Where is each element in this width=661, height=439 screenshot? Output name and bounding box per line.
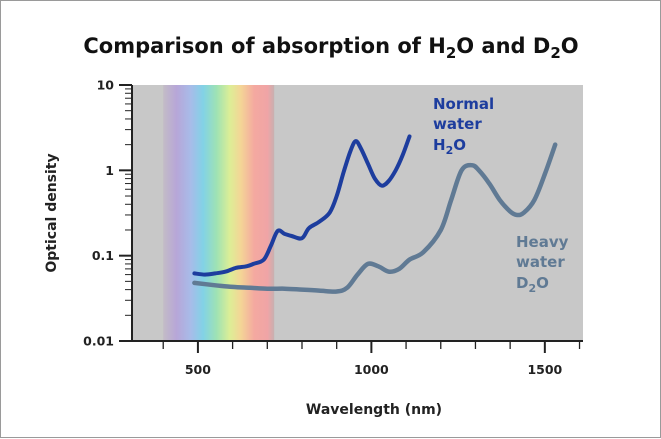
chart-title: Comparison of absorption of H2O and D2O xyxy=(83,34,578,62)
x-tick-label: 1500 xyxy=(527,362,562,377)
x-axis-ticks: 500 1000 1500 xyxy=(162,341,581,377)
legend-d2o-formula: D2O xyxy=(516,274,549,295)
legend-normal-water-h2o: Normal water H2O xyxy=(433,95,494,157)
legend-d2o-line-2: water xyxy=(516,253,565,271)
y-axis-ticks: 10 1 0.1 0.01 xyxy=(83,78,132,349)
legend-h2o-line-1: Normal xyxy=(433,95,494,113)
legend-d2o-line-1: Heavy xyxy=(516,233,569,251)
x-tick-label: 500 xyxy=(185,362,211,377)
y-axis-title: Optical density xyxy=(44,153,60,272)
legend-h2o-formula: H2O xyxy=(433,136,466,157)
series-heavy-water-d2o-line xyxy=(192,142,558,294)
series-normal-water-h2o-line xyxy=(192,134,412,277)
y-tick-label: 1 xyxy=(105,163,114,178)
y-tick-label: 0.1 xyxy=(92,248,114,263)
visible-spectrum-band xyxy=(163,85,275,341)
x-tick-label: 1000 xyxy=(354,362,389,377)
y-tick-label: 10 xyxy=(97,78,115,93)
legend-h2o-line-2: water xyxy=(433,115,482,133)
legend-heavy-water-d2o: Heavy water D2O xyxy=(516,233,569,295)
y-tick-label: 0.01 xyxy=(83,334,114,349)
x-axis-title: Wavelength (nm) xyxy=(306,402,442,418)
